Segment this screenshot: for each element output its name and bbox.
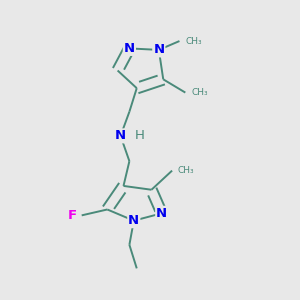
Text: CH₃: CH₃ — [178, 166, 195, 175]
Text: N: N — [128, 214, 140, 227]
Text: N: N — [115, 129, 126, 142]
Text: N: N — [124, 42, 135, 55]
Text: N: N — [153, 44, 164, 56]
Text: N: N — [156, 207, 167, 220]
Text: H: H — [135, 129, 145, 142]
Text: CH₃: CH₃ — [185, 37, 202, 46]
Text: CH₃: CH₃ — [191, 88, 208, 97]
Text: F: F — [68, 209, 77, 222]
